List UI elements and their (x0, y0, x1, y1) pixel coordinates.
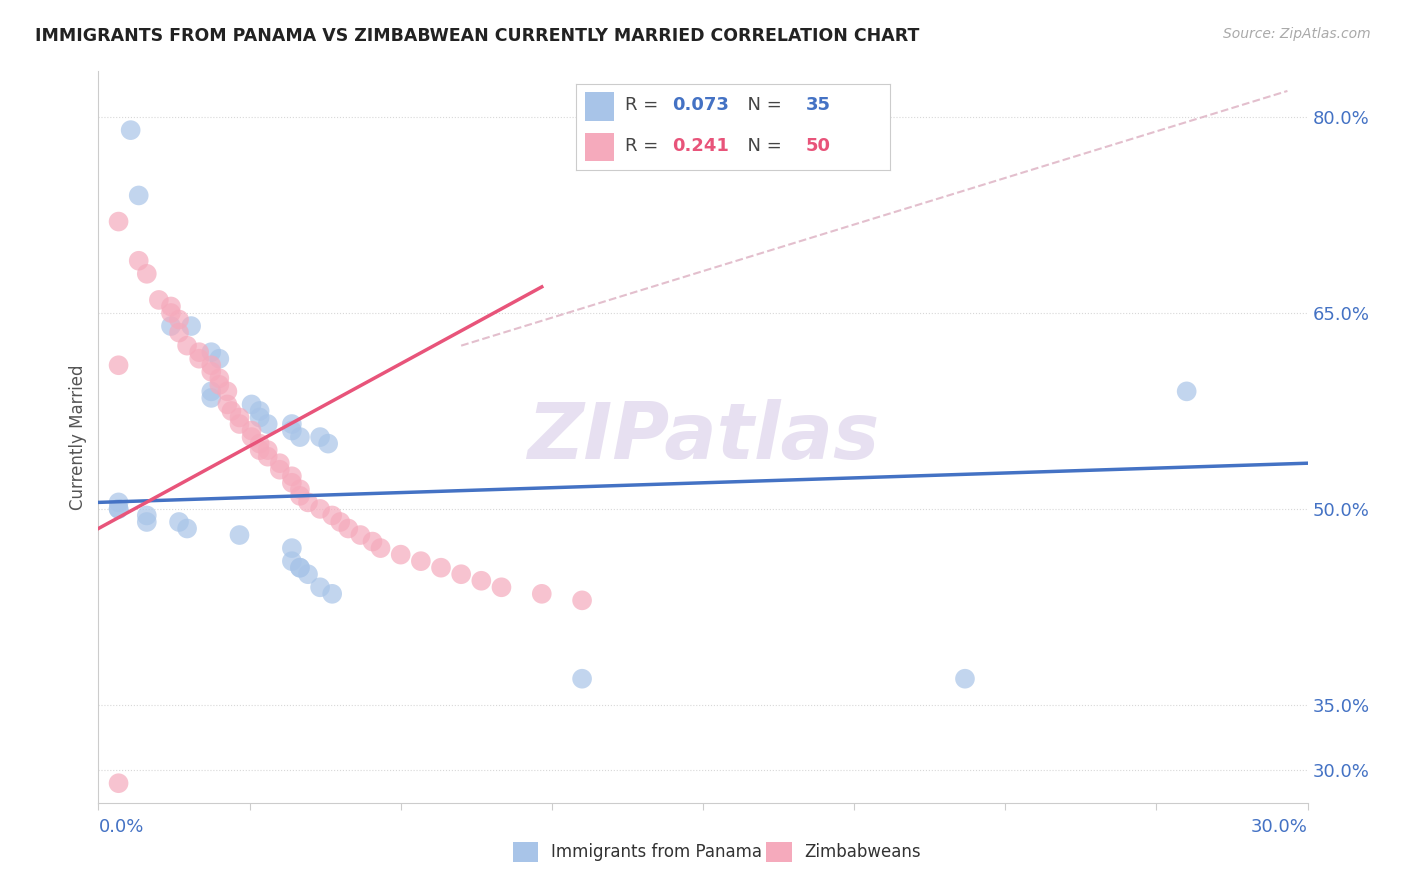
Point (249, 404, 271, 418)
Point (160, 300, 183, 314)
Text: ZIPatlas: ZIPatlas (527, 399, 879, 475)
Point (107, 214, 129, 228)
Point (571, 593, 593, 607)
Point (281, 417, 304, 431)
Point (281, 424, 304, 438)
Point (288, 483, 311, 497)
Text: IMMIGRANTS FROM PANAMA VS ZIMBABWEAN CURRENTLY MARRIED CORRELATION CHART: IMMIGRANTS FROM PANAMA VS ZIMBABWEAN CUR… (35, 27, 920, 45)
Text: Immigrants from Panama: Immigrants from Panama (551, 843, 762, 861)
Point (135, 515, 157, 529)
Point (389, 548, 412, 562)
Point (176, 521, 198, 535)
Point (409, 554, 432, 568)
Point (281, 541, 304, 555)
Point (1175, 384, 1198, 399)
Point (200, 384, 222, 399)
Point (240, 397, 263, 411)
Point (316, 436, 339, 450)
Point (249, 443, 271, 458)
Point (321, 508, 343, 523)
Point (571, 672, 593, 686)
Text: Source: ZipAtlas.com: Source: ZipAtlas.com (1223, 27, 1371, 41)
Point (269, 456, 291, 470)
Point (176, 339, 198, 353)
Point (217, 384, 239, 399)
Point (200, 365, 222, 379)
Point (269, 463, 291, 477)
Point (160, 319, 183, 334)
Point (200, 391, 222, 405)
Point (107, 358, 129, 372)
Point (256, 417, 278, 431)
Text: Zimbabweans: Zimbabweans (804, 843, 921, 861)
Point (288, 560, 311, 574)
Point (188, 351, 211, 366)
Point (297, 495, 319, 509)
Point (337, 521, 360, 535)
Point (135, 267, 157, 281)
Point (160, 306, 183, 320)
Point (107, 495, 129, 509)
Point (228, 410, 250, 425)
Text: 0.0%: 0.0% (98, 819, 143, 837)
Point (228, 528, 250, 542)
Point (321, 587, 343, 601)
Point (249, 436, 271, 450)
Point (107, 776, 129, 790)
Point (288, 489, 311, 503)
Point (167, 312, 190, 326)
Point (329, 515, 352, 529)
Point (349, 528, 371, 542)
Point (430, 560, 453, 574)
Point (180, 319, 202, 334)
Point (208, 377, 231, 392)
Point (221, 404, 243, 418)
Point (288, 560, 311, 574)
Point (256, 443, 278, 458)
Point (148, 293, 170, 307)
Point (200, 358, 222, 372)
Point (135, 508, 157, 523)
Point (281, 469, 304, 483)
Point (953, 672, 976, 686)
Point (128, 253, 150, 268)
Point (450, 567, 472, 582)
Y-axis label: Currently Married: Currently Married (69, 364, 87, 510)
Text: 30.0%: 30.0% (1251, 819, 1308, 837)
Point (249, 410, 271, 425)
Point (167, 326, 190, 340)
Point (208, 351, 231, 366)
Point (188, 345, 211, 359)
Point (470, 574, 492, 588)
Point (309, 580, 332, 594)
Point (281, 554, 304, 568)
Point (200, 345, 222, 359)
Point (217, 397, 239, 411)
Point (491, 580, 513, 594)
Point (107, 502, 129, 516)
Point (240, 424, 263, 438)
Point (530, 587, 553, 601)
Point (309, 502, 332, 516)
Point (361, 534, 384, 549)
Point (281, 475, 304, 490)
Point (288, 430, 311, 444)
Point (120, 123, 142, 137)
Point (240, 430, 263, 444)
Point (256, 450, 278, 464)
Point (309, 430, 332, 444)
Point (370, 541, 392, 555)
Point (128, 188, 150, 202)
Point (208, 371, 231, 385)
Point (297, 567, 319, 582)
Point (228, 417, 250, 431)
Point (167, 515, 190, 529)
Point (107, 502, 129, 516)
